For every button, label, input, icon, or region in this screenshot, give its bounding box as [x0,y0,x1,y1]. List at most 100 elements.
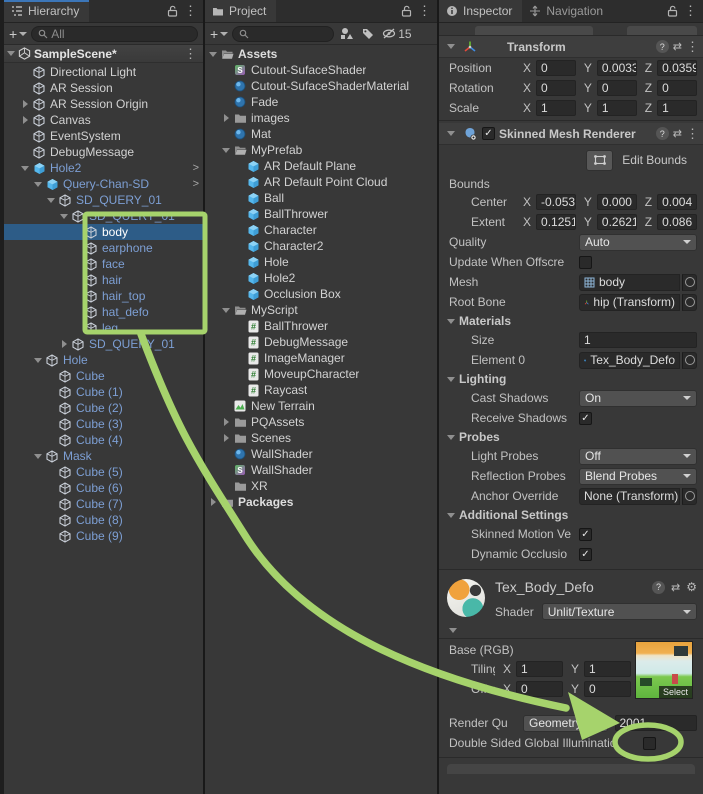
texture-select-button[interactable]: Select [658,686,692,698]
project-item-myprefab[interactable]: MyPrefab [205,142,437,158]
project-item-hole[interactable]: Hole [205,254,437,270]
foldout-arrow[interactable] [220,147,232,153]
quality-dropdown[interactable]: Auto [579,233,697,251]
root-bone-field[interactable]: hip (Transform) [579,293,680,311]
shader-dropdown[interactable]: Unlit/Texture [541,603,697,620]
render-queue-dropdown[interactable]: Geometry+1 [523,714,608,732]
materials-foldout[interactable]: Materials [439,312,703,330]
object-picker-icon[interactable] [682,487,697,505]
project-item-scenes[interactable]: Scenes [205,430,437,446]
position-x-field[interactable]: 0 [536,60,576,76]
project-item-cutout-sufaceshader[interactable]: S Cutout-SufaceShader [205,62,437,78]
hidden-count[interactable]: 15 [380,27,413,41]
position-y-field[interactable]: 0.0033 [596,60,637,76]
foldout-arrow[interactable] [220,307,232,313]
project-item-wallshader[interactable]: WallShader [205,446,437,462]
probes-foldout[interactable]: Probes [439,428,703,446]
presets-icon[interactable]: ⇄ [672,41,682,53]
project-item-ar-default-point-cloud[interactable]: AR Default Point Cloud [205,174,437,190]
rotation-x-field[interactable]: 0 [536,80,576,96]
hierarchy-item-cube-2[interactable]: Cube (2) [4,400,203,416]
center-y-field[interactable]: 0.000 [596,194,637,210]
scale-x-field[interactable]: 1 [536,100,576,116]
project-item-debugmessage[interactable]: # DebugMessage [205,334,437,350]
project-item-mat[interactable]: Mat [205,126,437,142]
search-by-type-icon[interactable] [338,27,356,40]
project-search-input[interactable] [232,25,335,42]
hierarchy-item-cube-9[interactable]: Cube (9) [4,528,203,544]
tab-navigation[interactable]: Navigation [522,0,614,22]
tag-field-clipped[interactable] [475,26,593,35]
foldout-arrow[interactable] [220,434,232,442]
foldout-arrow[interactable] [58,340,70,348]
offset-y-field[interactable]: 0 [584,681,631,697]
dynamic-occlusion-checkbox[interactable]: ✓ [579,547,592,561]
receive-shadows-checkbox[interactable]: ✓ [579,411,592,425]
project-item-myscript[interactable]: MyScript [205,302,437,318]
material-preview-pane-handle[interactable] [447,764,695,774]
rotation-z-field[interactable]: 0 [657,80,697,96]
hierarchy-add-button[interactable]: + [9,26,28,42]
tab-inspector[interactable]: Inspector [439,0,523,22]
project-item-pqassets[interactable]: PQAssets [205,414,437,430]
search-by-label-icon[interactable] [360,28,376,40]
hierarchy-menu-icon[interactable]: ⋮ [184,3,197,18]
hierarchy-item-earphone[interactable]: earphone [4,240,203,256]
lighting-foldout[interactable]: Lighting [439,370,703,388]
hierarchy-item-query-chan-sd[interactable]: Query-Chan-SD > [4,176,203,192]
hierarchy-item-hole2[interactable]: Hole2 > [4,160,203,176]
foldout-arrow[interactable] [220,418,232,426]
edit-bounds-button[interactable] [586,149,614,171]
project-add-button[interactable]: + [210,26,229,42]
extent-x-field[interactable]: 0.1251 [536,214,576,230]
object-picker-icon[interactable] [682,293,697,311]
project-item-ballthrower[interactable]: # BallThrower [205,318,437,334]
hierarchy-item-hair[interactable]: hair [4,272,203,288]
inspector-menu-icon[interactable]: ⋮ [684,3,697,18]
project-item-imagemanager[interactable]: # ImageManager [205,350,437,366]
foldout-arrow[interactable] [19,100,31,108]
presets-icon[interactable]: ⇄ [671,581,681,594]
help-icon[interactable]: ? [655,127,669,140]
size-field[interactable]: 1 [579,332,697,348]
position-z-field[interactable]: 0.0359 [657,60,697,76]
hierarchy-item-hat-defo[interactable]: hat_defo [4,304,203,320]
cast-shadows-dropdown[interactable]: On [579,389,697,407]
hierarchy-item-cube[interactable]: Cube [4,368,203,384]
gear-icon[interactable]: ⚙ [686,580,697,594]
light-probes-dropdown[interactable]: Off [579,447,697,465]
extent-z-field[interactable]: 0.086 [657,214,697,230]
project-menu-icon[interactable]: ⋮ [418,3,431,18]
project-item-ballthrower[interactable]: BallThrower [205,206,437,222]
help-icon[interactable]: ? [655,40,669,53]
lock-icon[interactable] [401,5,412,17]
foldout-arrow[interactable] [45,197,57,203]
skinned-motion-checkbox[interactable]: ✓ [579,527,592,541]
hierarchy-item-eventsystem[interactable]: EventSystem [4,128,203,144]
prefab-chevron-icon[interactable]: > [192,178,199,190]
lock-icon[interactable] [167,5,178,17]
extent-y-field[interactable]: 0.2621 [596,214,637,230]
material-header[interactable]: Tex_Body_Defo ? ⇄ ⚙ Shader Unlit/Texture [439,572,703,622]
project-item-assets[interactable]: Assets [205,46,437,62]
hierarchy-item-sd-query-01[interactable]: SD_QUERY_01 [4,336,203,352]
scene-menu-icon[interactable]: ⋮ [184,45,197,61]
project-item-ball[interactable]: Ball [205,190,437,206]
project-item-moveupcharacter[interactable]: # MoveupCharacter [205,366,437,382]
foldout-arrow[interactable] [32,453,44,459]
additional-settings-foldout[interactable]: Additional Settings [439,506,703,524]
render-queue-value-field[interactable]: 2001 [614,715,697,731]
transform-header[interactable]: Transform ? ⇄ ⋮ [439,36,703,58]
project-item-raycast[interactable]: # Raycast [205,382,437,398]
foldout-arrow[interactable] [58,213,70,219]
element0-field[interactable]: Tex_Body_Defo [579,351,680,369]
project-item-hole2[interactable]: Hole2 [205,270,437,286]
hierarchy-item-cube-1[interactable]: Cube (1) [4,384,203,400]
project-item-cutout-sufaceshadermaterial[interactable]: Cutout-SufaceShaderMaterial [205,78,437,94]
tiling-x-field[interactable]: 1 [516,661,563,677]
offset-x-field[interactable]: 0 [516,681,563,697]
anchor-override-field[interactable]: None (Transform) [579,487,680,505]
foldout-arrow[interactable] [207,498,219,506]
hierarchy-item-cube-3[interactable]: Cube (3) [4,416,203,432]
hierarchy-item-canvas[interactable]: Canvas [4,112,203,128]
